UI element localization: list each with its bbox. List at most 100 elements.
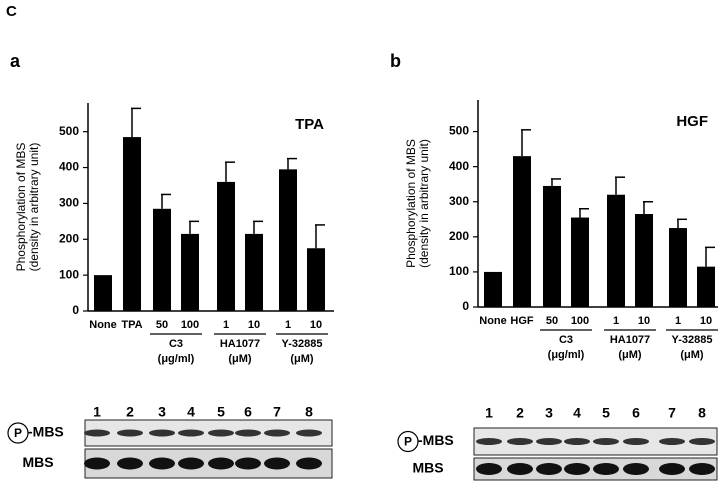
bar bbox=[181, 233, 199, 311]
bar bbox=[697, 266, 715, 307]
blot-band bbox=[507, 438, 533, 445]
error-bar bbox=[677, 218, 687, 229]
y-tick-label: 500 bbox=[449, 124, 469, 138]
x-tick-label: None bbox=[479, 315, 507, 327]
bar bbox=[153, 208, 171, 311]
blot-band bbox=[536, 463, 562, 475]
bar bbox=[543, 185, 561, 307]
blot-band bbox=[235, 457, 261, 470]
x-tick-label: 1 bbox=[223, 319, 229, 331]
blot-band bbox=[84, 429, 110, 437]
lane-number: 2 bbox=[516, 405, 524, 421]
phospho-label: P bbox=[14, 426, 22, 440]
group-unit: (μg/ml) bbox=[548, 349, 585, 361]
error-bar bbox=[521, 129, 531, 157]
y-tick-label: 100 bbox=[59, 267, 79, 281]
lane-number: 1 bbox=[485, 405, 493, 421]
error-bar bbox=[705, 246, 715, 267]
blot-band bbox=[84, 457, 110, 470]
lane-number: 6 bbox=[244, 404, 252, 420]
y-axis-label: (density in arbitrary unit) bbox=[417, 139, 431, 268]
lane-number: 5 bbox=[602, 405, 610, 421]
blot-band bbox=[296, 457, 322, 470]
blot-band bbox=[235, 429, 261, 437]
phospho-circle bbox=[7, 422, 29, 444]
error-bar bbox=[615, 176, 625, 195]
blot-band bbox=[659, 463, 685, 475]
y-axis-label: Phosphorylation of MBS bbox=[404, 139, 418, 268]
group-label: Y-32885 bbox=[282, 338, 323, 350]
bar bbox=[279, 169, 297, 311]
y-tick-label: 500 bbox=[59, 124, 79, 138]
blot-band bbox=[178, 429, 204, 437]
bar bbox=[635, 214, 653, 307]
x-tick-label: 10 bbox=[700, 315, 712, 327]
figure-label: C bbox=[6, 3, 17, 20]
y-tick-label: 0 bbox=[72, 303, 79, 317]
annotation: TPA bbox=[295, 116, 324, 133]
error-bar bbox=[551, 178, 561, 186]
error-bar bbox=[579, 208, 589, 218]
blot-band bbox=[689, 438, 715, 445]
error-bar bbox=[189, 220, 199, 234]
blot-band bbox=[564, 438, 590, 445]
blot-band bbox=[689, 463, 715, 475]
group-unit: (μM) bbox=[618, 349, 642, 361]
panel-letter: a bbox=[10, 51, 21, 71]
group-unit: (μM) bbox=[290, 353, 314, 365]
bar bbox=[307, 248, 325, 311]
lane-number: 5 bbox=[217, 404, 225, 420]
x-tick-label: 100 bbox=[571, 315, 589, 327]
y-axis-label: (density in arbitrary unit) bbox=[27, 143, 41, 272]
group-unit: (μM) bbox=[680, 349, 704, 361]
lane-number: 4 bbox=[187, 404, 195, 420]
x-tick-label: HGF bbox=[510, 315, 534, 327]
phospho-circle bbox=[397, 430, 419, 453]
blot-band bbox=[264, 457, 290, 470]
group-unit: (μg/ml) bbox=[158, 353, 195, 365]
y-tick-label: 0 bbox=[462, 299, 469, 313]
bar bbox=[123, 137, 141, 311]
x-tick-label: 50 bbox=[156, 319, 168, 331]
y-tick-label: 400 bbox=[59, 160, 79, 174]
group-label: C3 bbox=[169, 338, 183, 350]
error-bar bbox=[161, 193, 171, 209]
lane-number: 8 bbox=[698, 405, 706, 421]
blot-band bbox=[117, 457, 143, 470]
blot-band bbox=[117, 429, 143, 437]
y-tick-label: 400 bbox=[449, 159, 469, 173]
error-bar bbox=[225, 161, 235, 182]
blot-band bbox=[623, 438, 649, 445]
lane-number: 3 bbox=[545, 405, 553, 421]
bar bbox=[513, 156, 531, 307]
x-tick-label: 10 bbox=[310, 319, 322, 331]
blot-band bbox=[178, 457, 204, 470]
blot-band bbox=[476, 438, 502, 445]
blot-label: -MBS bbox=[418, 432, 454, 448]
lane-number: 4 bbox=[573, 405, 581, 421]
x-tick-label: 1 bbox=[675, 315, 681, 327]
bar bbox=[217, 181, 235, 311]
blot-band bbox=[507, 463, 533, 475]
group-label: Y-32885 bbox=[672, 334, 713, 346]
error-bar bbox=[287, 157, 297, 170]
panel-letter: b bbox=[390, 51, 401, 71]
y-tick-label: 200 bbox=[449, 229, 469, 243]
x-tick-label: 10 bbox=[638, 315, 650, 327]
blot-band bbox=[536, 438, 562, 445]
bar bbox=[607, 194, 625, 307]
blot-band bbox=[208, 429, 234, 437]
bar bbox=[245, 233, 263, 311]
group-label: C3 bbox=[559, 334, 573, 346]
group-label: HA1077 bbox=[610, 334, 650, 346]
blot-band bbox=[208, 457, 234, 470]
blot-band bbox=[149, 429, 175, 437]
error-bar bbox=[315, 224, 325, 249]
group-unit: (μM) bbox=[228, 353, 252, 365]
blot-band bbox=[593, 438, 619, 445]
annotation: HGF bbox=[676, 113, 708, 130]
lane-number: 6 bbox=[632, 405, 640, 421]
y-axis-label: Phosphorylation of MBS bbox=[14, 143, 28, 272]
x-tick-label: 50 bbox=[546, 315, 558, 327]
